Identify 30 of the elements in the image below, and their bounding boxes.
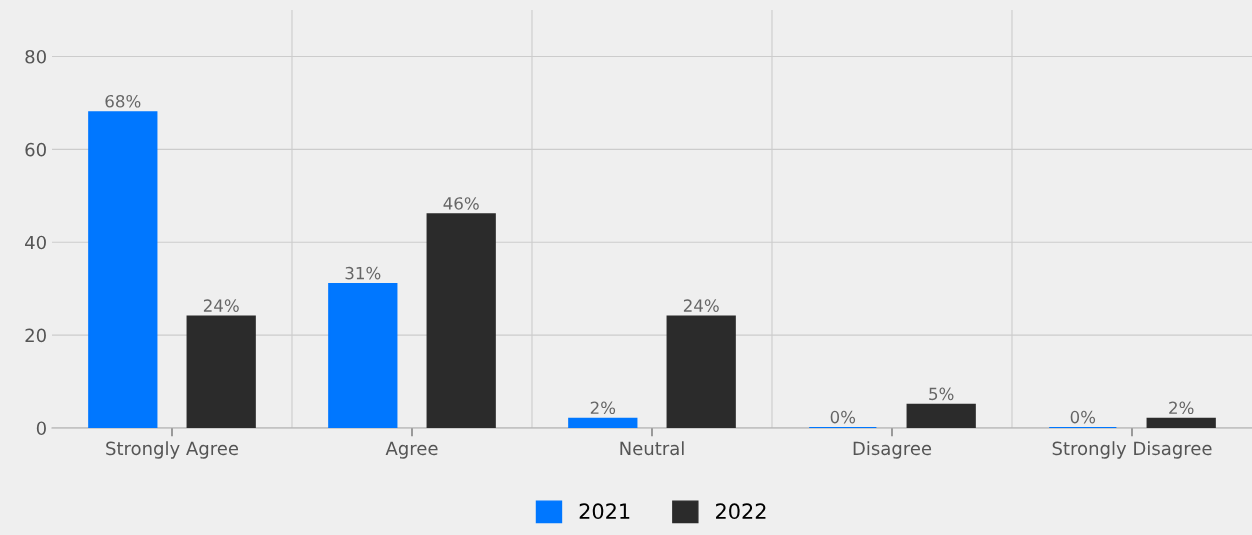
legend-label: 2022	[716, 503, 766, 520]
bar	[666, 315, 736, 428]
y-tick-label: 80	[25, 49, 46, 64]
data-label: 0%	[830, 410, 856, 424]
data-label: 24%	[203, 299, 239, 312]
bar	[906, 403, 976, 428]
bar	[426, 213, 496, 428]
data-label: 5%	[929, 387, 954, 401]
legend-label: 2021	[579, 503, 630, 520]
x-tick-label: Strongly Agree	[106, 441, 239, 459]
x-tick-label: Strongly Disagree	[1052, 441, 1212, 459]
bar	[568, 417, 638, 428]
y-tick-label: 60	[25, 142, 46, 157]
data-label: 68%	[105, 94, 141, 108]
bar	[328, 282, 398, 428]
bar	[186, 315, 256, 428]
x-tick-label: Disagree	[853, 441, 932, 459]
y-tick-label: 0	[36, 421, 46, 436]
y-tick-label: 40	[25, 235, 46, 250]
x-tick-label: Agree	[385, 441, 438, 459]
data-label: 2%	[590, 401, 616, 415]
data-label: 46%	[443, 197, 479, 210]
data-label: 2%	[1169, 401, 1194, 415]
data-label: 31%	[345, 266, 381, 280]
data-label: 24%	[683, 299, 719, 312]
y-tick-label: 20	[25, 328, 46, 343]
data-label: 0%	[1070, 410, 1096, 424]
x-tick-label: Neutral	[620, 441, 684, 456]
bar	[1146, 417, 1216, 428]
bar	[88, 111, 158, 428]
